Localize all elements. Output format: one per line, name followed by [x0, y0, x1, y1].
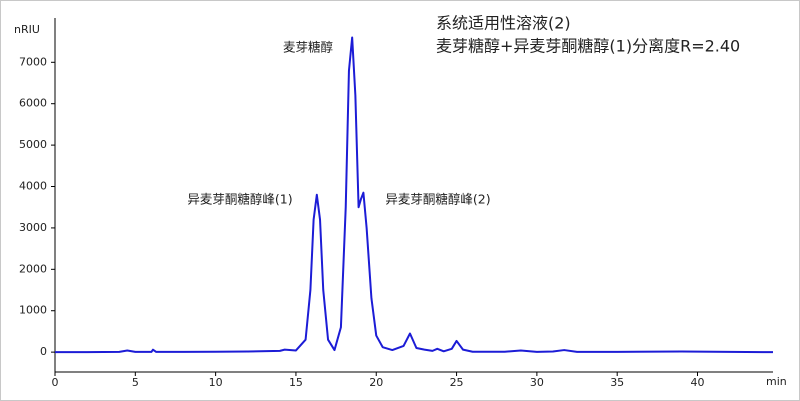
- x-tick-label: 15: [289, 376, 303, 389]
- annotation: 异麦芽酮糖醇峰(1): [187, 192, 292, 207]
- chart-subtitle: 麦芽糖醇+异麦芽酮糖醇(1)分离度R=2.40: [436, 37, 740, 56]
- x-axis-label: min: [766, 375, 787, 388]
- x-tick-label: 40: [691, 376, 705, 389]
- chart-title: 系统适用性溶液(2): [436, 14, 571, 33]
- y-tick-label: 0: [40, 345, 47, 358]
- y-tick-label: 4000: [19, 180, 47, 193]
- x-tick-label: 5: [132, 376, 139, 389]
- annotation: 异麦芽酮糖醇峰(2): [385, 192, 490, 207]
- y-axis-label: nRIU: [14, 23, 40, 36]
- y-tick-label: 1000: [19, 304, 47, 317]
- x-tick-label: 35: [610, 376, 624, 389]
- x-tick-label: 30: [530, 376, 544, 389]
- y-tick-label: 7000: [19, 55, 47, 68]
- annotation: 麦芽糖醇: [283, 40, 333, 55]
- x-tick-label: 25: [450, 376, 464, 389]
- y-tick-label: 3000: [19, 221, 47, 234]
- x-tick-label: 20: [369, 376, 383, 389]
- data-line: [55, 36, 774, 354]
- y-tick-label: 5000: [19, 138, 47, 151]
- y-tick-label: 2000: [19, 262, 47, 275]
- y-tick-label: 6000: [19, 97, 47, 110]
- x-tick-label: 0: [52, 376, 59, 389]
- x-tick-label: 10: [209, 376, 223, 389]
